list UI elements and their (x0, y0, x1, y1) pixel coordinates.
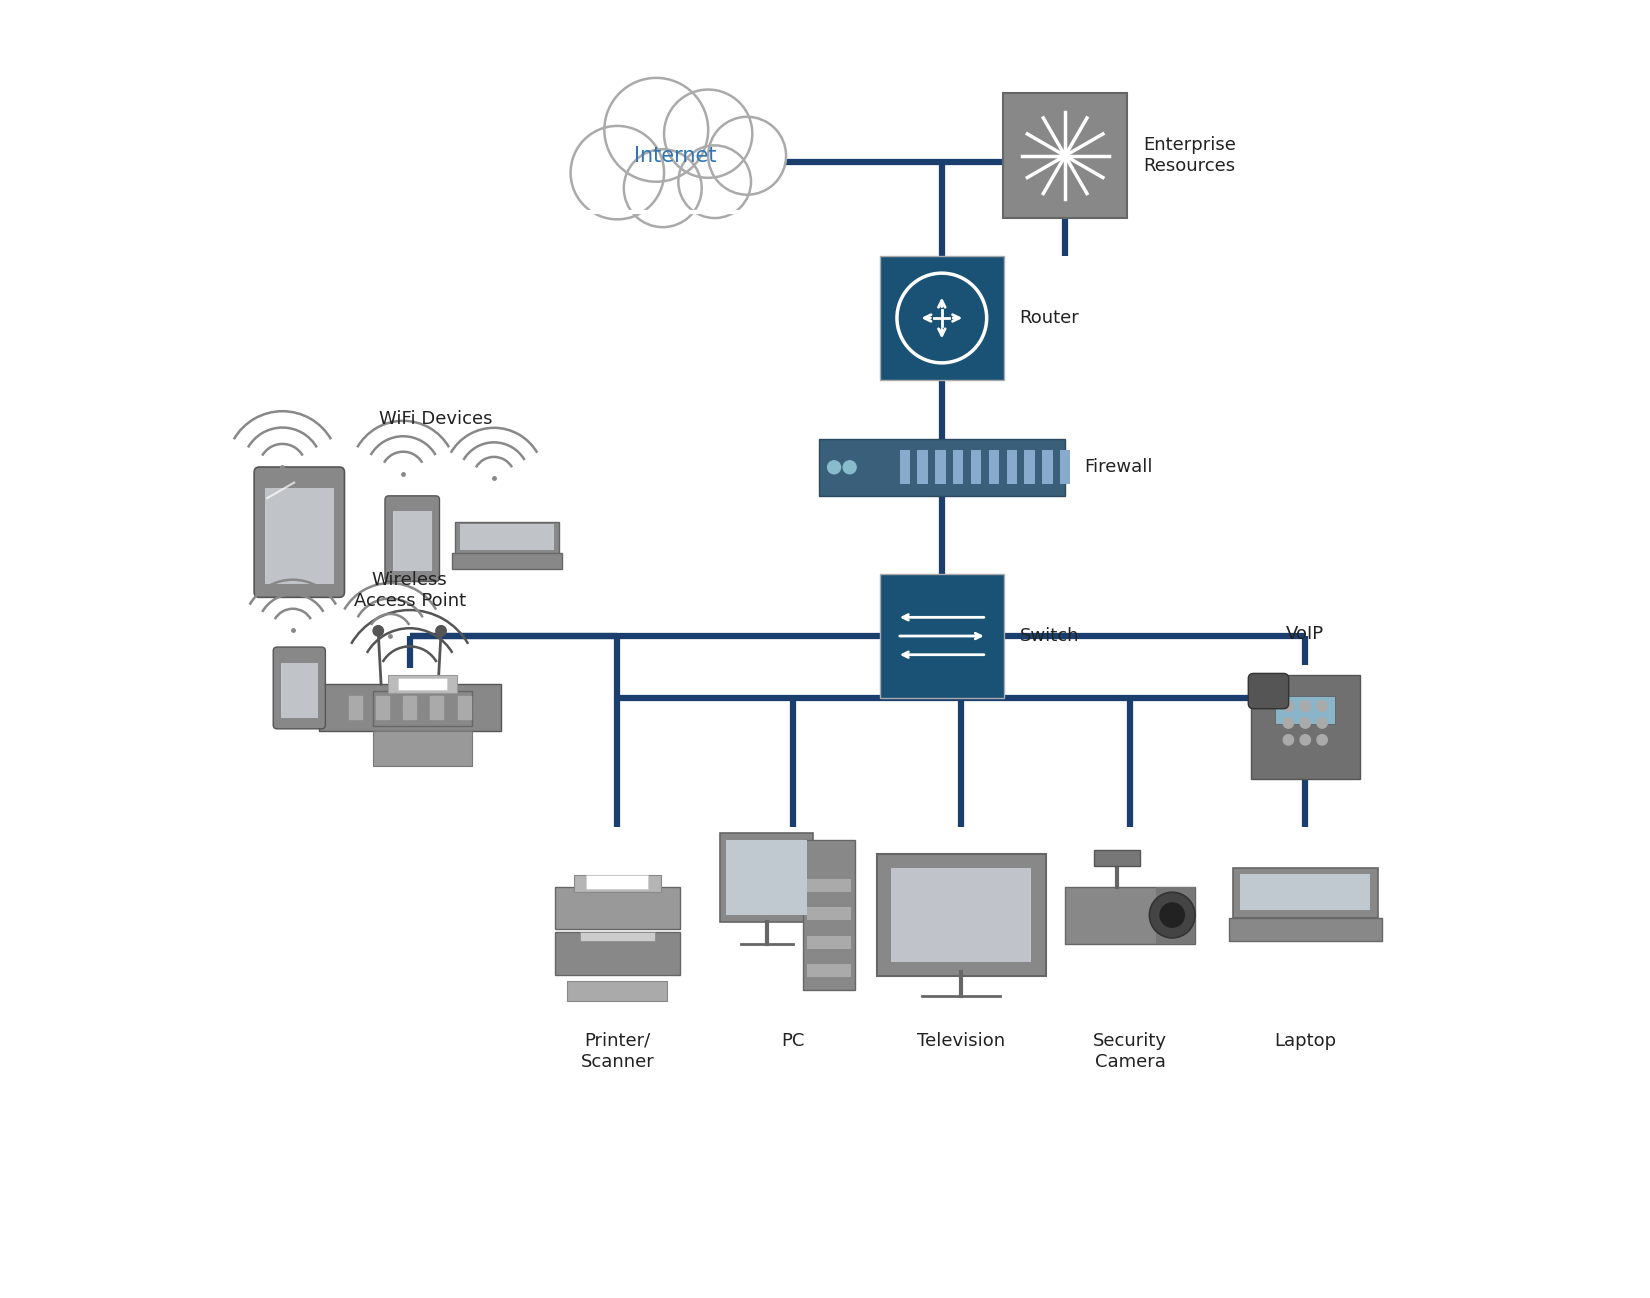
FancyBboxPatch shape (891, 868, 1031, 962)
FancyBboxPatch shape (280, 662, 317, 719)
Circle shape (1284, 735, 1294, 745)
FancyBboxPatch shape (554, 887, 680, 929)
FancyBboxPatch shape (579, 932, 655, 941)
FancyBboxPatch shape (1275, 696, 1335, 724)
FancyBboxPatch shape (452, 553, 561, 569)
Circle shape (436, 626, 446, 636)
Circle shape (571, 126, 663, 219)
FancyBboxPatch shape (274, 646, 325, 729)
Circle shape (1317, 701, 1327, 711)
FancyBboxPatch shape (917, 450, 927, 484)
Text: Security
Camera: Security Camera (1092, 1032, 1167, 1071)
Text: Enterprise
Resources: Enterprise Resources (1143, 136, 1236, 175)
FancyBboxPatch shape (988, 450, 1000, 484)
Circle shape (663, 90, 752, 178)
Text: Firewall: Firewall (1084, 458, 1153, 476)
Circle shape (1284, 718, 1294, 728)
Bar (559, 169, 792, 221)
FancyBboxPatch shape (1249, 674, 1289, 709)
Bar (431, 696, 444, 719)
Text: PC: PC (780, 1032, 804, 1050)
FancyBboxPatch shape (1003, 93, 1127, 218)
Text: Printer/
Scanner: Printer/ Scanner (581, 1032, 653, 1071)
Text: Switch: Switch (1020, 627, 1079, 645)
Circle shape (843, 461, 856, 474)
FancyBboxPatch shape (574, 875, 662, 892)
FancyBboxPatch shape (726, 840, 807, 915)
Circle shape (373, 626, 383, 636)
FancyBboxPatch shape (373, 691, 472, 726)
FancyBboxPatch shape (568, 981, 667, 1001)
FancyBboxPatch shape (554, 932, 680, 975)
Circle shape (1300, 735, 1310, 745)
FancyBboxPatch shape (460, 524, 554, 550)
FancyBboxPatch shape (1006, 450, 1016, 484)
Circle shape (1317, 718, 1327, 728)
Bar (403, 696, 416, 719)
Text: WiFi Devices: WiFi Devices (380, 410, 492, 428)
Circle shape (678, 145, 751, 218)
Circle shape (1284, 701, 1294, 711)
FancyBboxPatch shape (393, 511, 432, 571)
FancyBboxPatch shape (970, 450, 982, 484)
Circle shape (828, 461, 840, 474)
FancyBboxPatch shape (264, 488, 333, 584)
FancyBboxPatch shape (936, 450, 945, 484)
FancyBboxPatch shape (1251, 675, 1360, 779)
Text: Television: Television (917, 1032, 1005, 1050)
FancyBboxPatch shape (1059, 450, 1071, 484)
FancyBboxPatch shape (1233, 868, 1378, 918)
FancyBboxPatch shape (807, 907, 851, 920)
Circle shape (1317, 735, 1327, 745)
Bar (348, 696, 361, 719)
FancyBboxPatch shape (1241, 874, 1370, 910)
Text: Internet: Internet (635, 145, 718, 166)
Circle shape (708, 117, 785, 195)
Circle shape (1300, 718, 1310, 728)
FancyBboxPatch shape (1043, 450, 1053, 484)
FancyBboxPatch shape (1157, 887, 1195, 944)
FancyBboxPatch shape (807, 964, 851, 977)
FancyBboxPatch shape (388, 675, 457, 693)
Text: Router: Router (1020, 309, 1079, 327)
FancyBboxPatch shape (807, 879, 851, 892)
Text: Laptop: Laptop (1274, 1032, 1336, 1050)
Circle shape (1150, 892, 1195, 938)
FancyBboxPatch shape (373, 731, 472, 766)
FancyBboxPatch shape (1066, 887, 1195, 944)
FancyBboxPatch shape (254, 467, 345, 597)
Circle shape (604, 78, 708, 182)
FancyBboxPatch shape (879, 256, 1005, 380)
FancyBboxPatch shape (899, 450, 911, 484)
FancyBboxPatch shape (384, 496, 439, 582)
Bar (457, 696, 470, 719)
FancyBboxPatch shape (586, 875, 648, 889)
FancyBboxPatch shape (1094, 850, 1140, 866)
Text: VoIP: VoIP (1287, 624, 1325, 643)
Circle shape (1160, 902, 1185, 928)
Text: Wireless
Access Point: Wireless Access Point (353, 571, 465, 610)
FancyBboxPatch shape (398, 678, 447, 689)
FancyBboxPatch shape (804, 840, 855, 990)
FancyBboxPatch shape (719, 833, 813, 922)
Circle shape (624, 149, 701, 227)
FancyBboxPatch shape (876, 854, 1046, 976)
FancyBboxPatch shape (455, 522, 559, 556)
FancyBboxPatch shape (818, 439, 1066, 496)
FancyBboxPatch shape (807, 936, 851, 949)
Bar (376, 696, 389, 719)
Circle shape (1300, 701, 1310, 711)
FancyBboxPatch shape (1025, 450, 1035, 484)
FancyBboxPatch shape (879, 574, 1005, 698)
FancyBboxPatch shape (1229, 918, 1381, 941)
FancyBboxPatch shape (954, 450, 964, 484)
FancyBboxPatch shape (318, 684, 500, 731)
